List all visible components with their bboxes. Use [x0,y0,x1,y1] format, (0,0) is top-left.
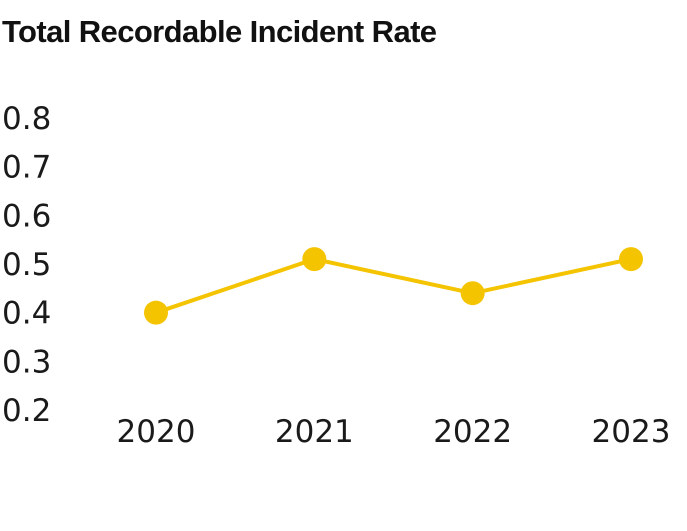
y-tick-label: 0.8 [2,101,51,137]
data-point-2021 [302,247,327,272]
x-tick-label: 2022 [433,414,512,450]
y-tick-label: 0.4 [2,296,51,332]
y-axis-ticks: 0.8 0.7 0.6 0.5 0.4 0.3 0.2 [2,101,51,429]
y-tick-label: 0.2 [2,393,51,429]
x-tick-label: 2023 [592,414,671,450]
series-line-group [155,257,632,315]
x-tick-label: 2020 [117,414,196,450]
x-tick-label: 2021 [275,414,354,450]
x-axis-ticks: 2020 2021 2022 2023 [117,414,671,450]
y-tick-label: 0.3 [2,344,51,380]
y-tick-label: 0.6 [2,198,51,234]
y-tick-label: 0.7 [2,150,51,186]
chart-title: Total Recordable Incident Rate [2,14,437,49]
data-point-2023 [619,247,643,272]
data-point-2022 [460,281,485,306]
series-line [155,257,632,315]
data-point-2020 [144,300,168,325]
y-tick-label: 0.5 [2,247,51,283]
series-points-group [144,247,643,325]
